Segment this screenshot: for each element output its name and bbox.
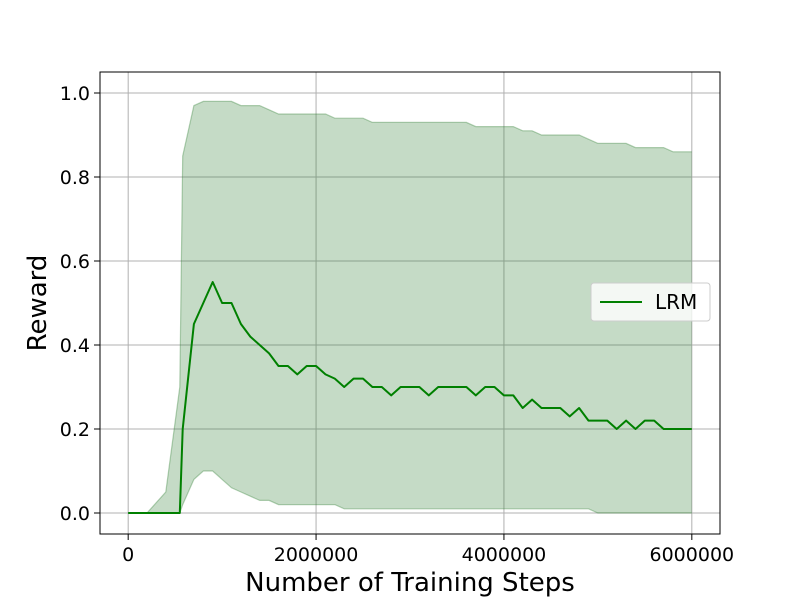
x-tick-label: 6000000 [650,544,735,566]
band-upper-edge [128,100,692,514]
confidence-band-layer [128,100,692,514]
series-line-lrm [128,281,692,514]
plot-frame [99,71,721,535]
y-tick-label: 0.4 [60,335,90,357]
grid [100,72,720,534]
series-line-layer [128,281,692,514]
x-tick-label: 0 [122,544,134,566]
x-tick-label: 2000000 [274,544,359,566]
y-tick-label: 0.0 [60,503,90,525]
ticks: 0 2000000 4000000 6000000 0.0 0.2 0.4 0.6 0.8 1.0 [60,83,734,566]
legend-box [590,282,711,322]
confidence-band [128,101,692,514]
y-tick-label: 1.0 [60,83,90,105]
y-tick-label: 0.8 [60,167,90,189]
legend-label-lrm: LRM [655,290,697,314]
legend: LRM [590,282,711,322]
x-axis-title: Number of Training Steps [245,568,575,598]
x-tick-label: 4000000 [462,544,547,566]
y-tick-label: 0.2 [60,419,90,441]
y-tick-label: 0.6 [60,251,90,273]
y-axis-title: Reward [23,255,53,352]
band-lower-edge [128,470,692,514]
